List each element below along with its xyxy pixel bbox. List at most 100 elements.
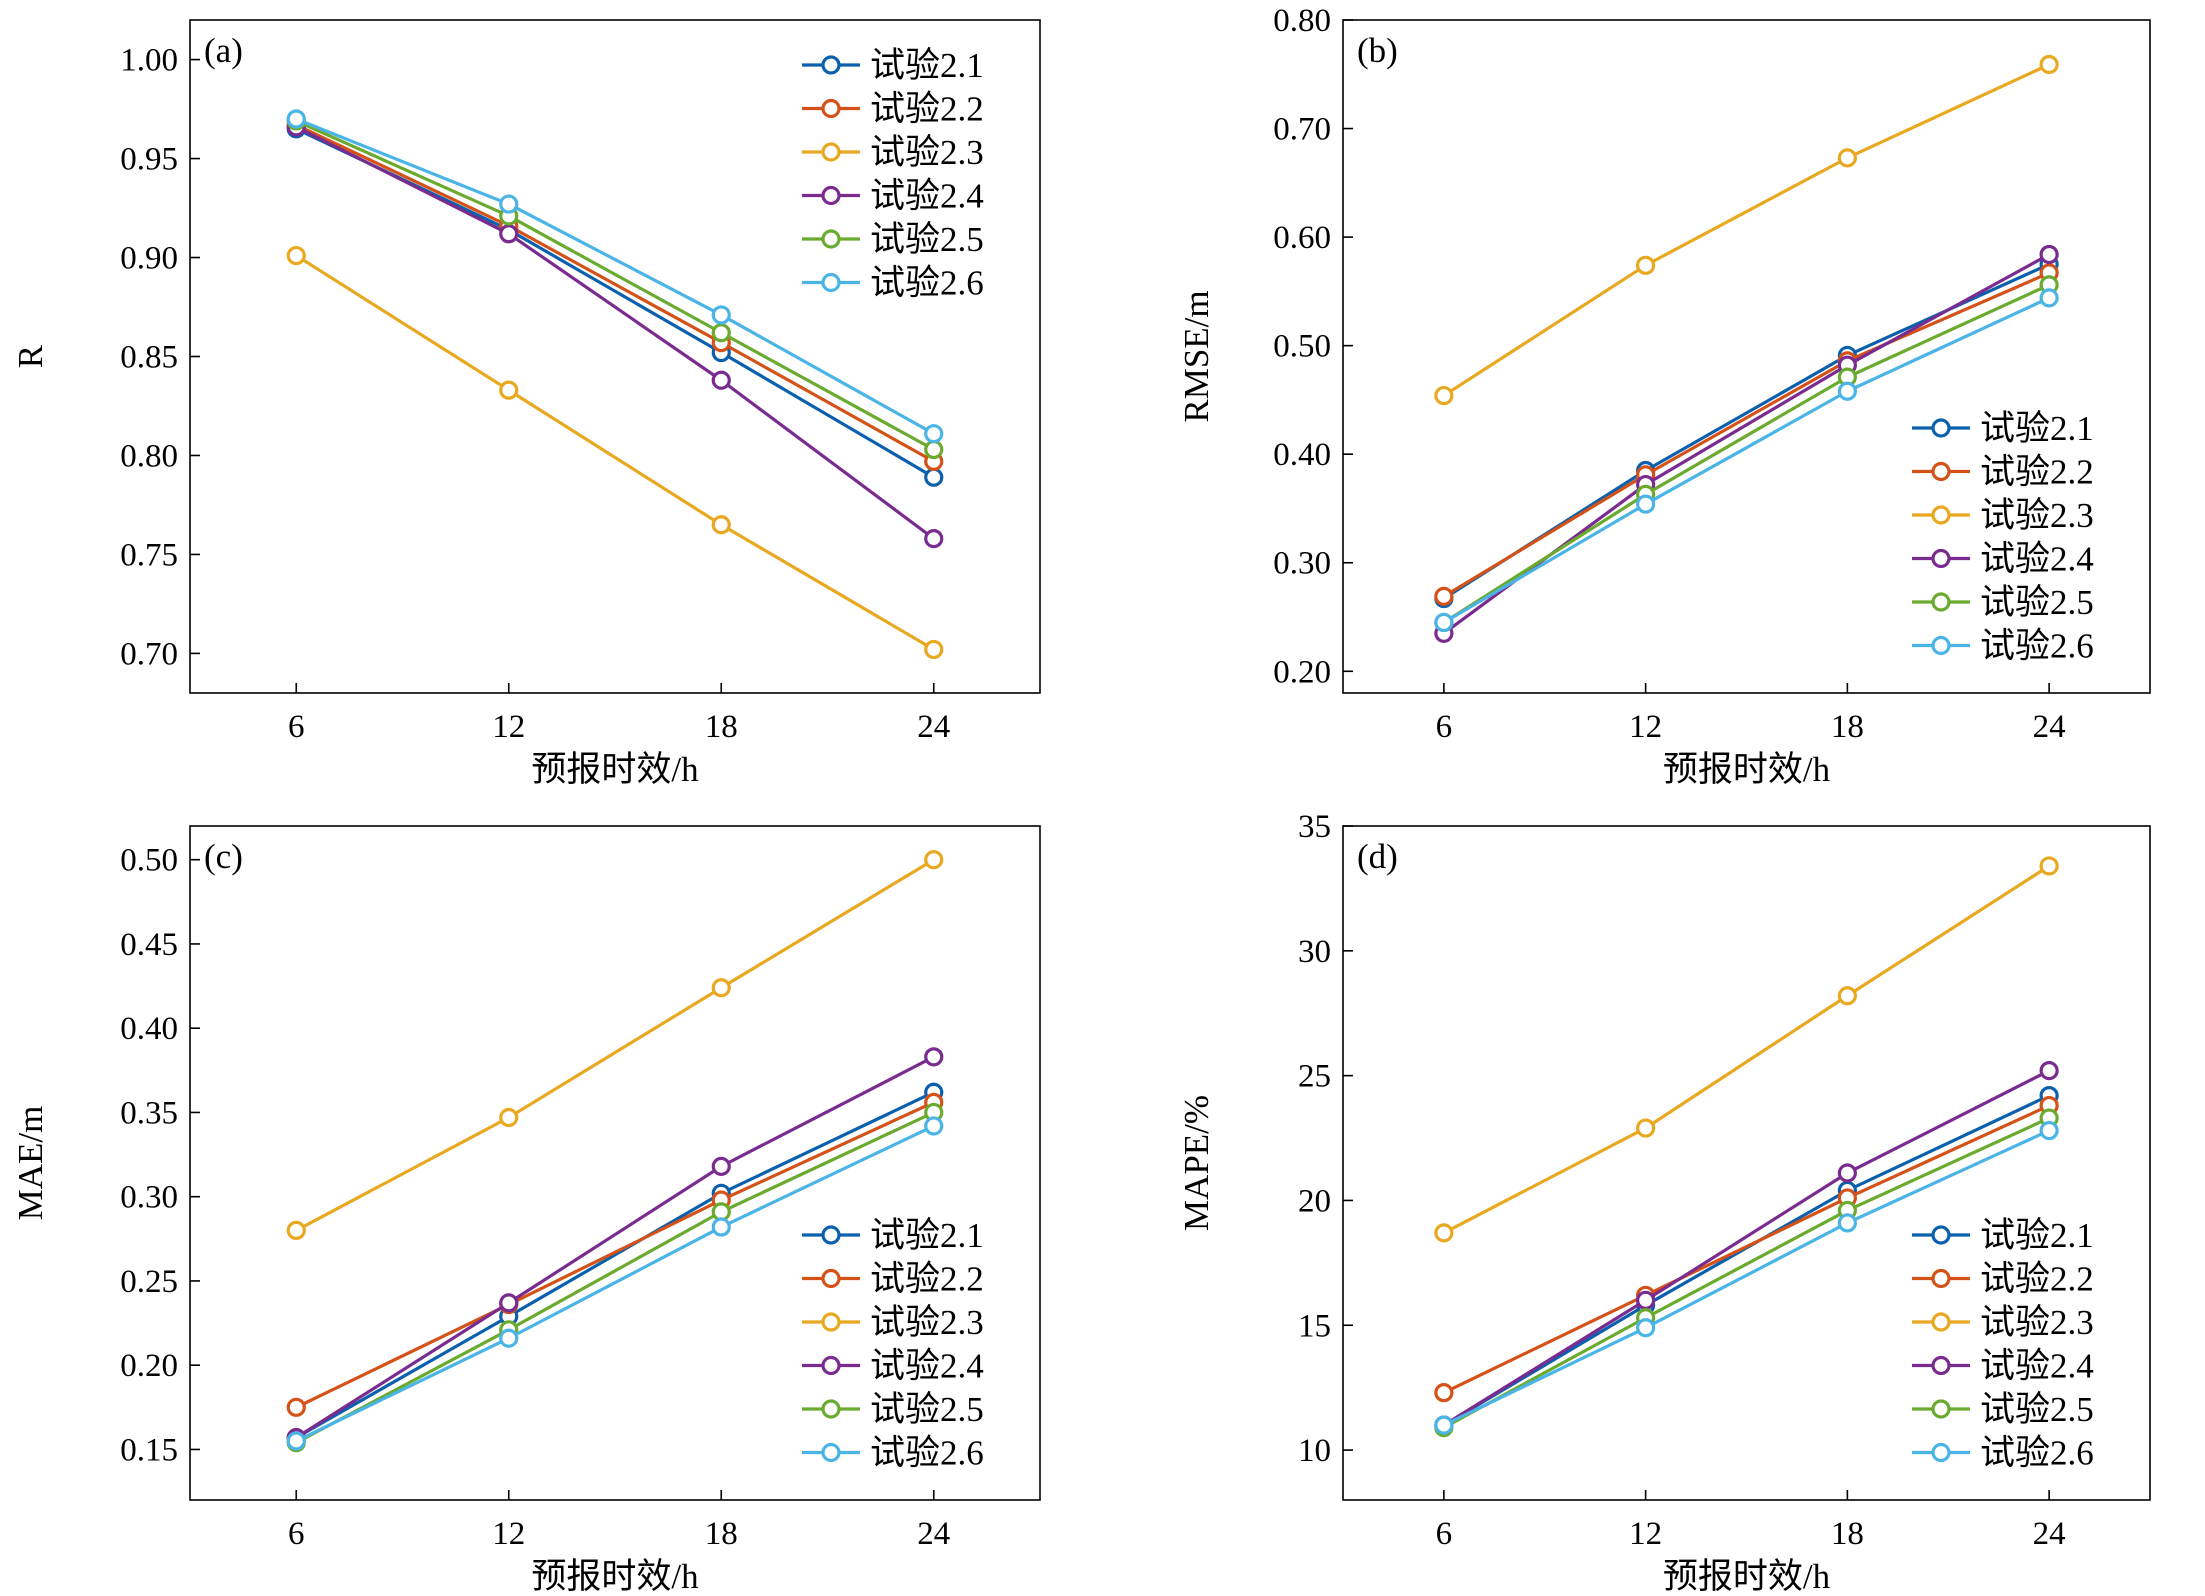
y-tick-label: 0.60 — [1273, 220, 1331, 256]
data-point — [711, 1217, 731, 1237]
y-tick-label: 0.15 — [120, 1432, 178, 1468]
y-tick-label: 0.70 — [1273, 112, 1331, 148]
x-axis-label: 预报时效/h — [531, 750, 699, 789]
y-tick-label: 0.30 — [1273, 546, 1331, 582]
data-point — [924, 529, 944, 549]
y-tick-label: 0.50 — [120, 843, 178, 879]
y-tick-label: 0.20 — [120, 1348, 178, 1384]
data-point — [711, 323, 731, 343]
legend-label: 试验2.3 — [870, 133, 984, 172]
legend-label: 试验2.2 — [870, 1260, 984, 1299]
y-tick-label: 0.35 — [120, 1095, 178, 1131]
x-tick-label: 6 — [288, 709, 305, 745]
data-point — [1434, 1415, 1454, 1435]
x-tick-label: 12 — [492, 709, 525, 745]
series-line — [295, 117, 935, 436]
data-point — [711, 515, 731, 535]
legend-label: 试验2.3 — [1980, 1303, 2094, 1342]
x-tick-label: 12 — [492, 1516, 525, 1552]
y-tick-label: 0.25 — [120, 1264, 178, 1300]
legend: 试验2.1 试验2.2 试验2.3 试验2.4 试验2.5 试验2.6 — [802, 46, 984, 303]
x-tick-label: 6 — [288, 1516, 305, 1552]
data-point — [2039, 856, 2059, 876]
x-axis-label: 预报时效/h — [1663, 750, 1831, 789]
x-tick-label: 12 — [1629, 709, 1662, 745]
series-line — [295, 1100, 935, 1409]
x-tick-label: 24 — [2033, 1516, 2066, 1552]
series-line — [1443, 1116, 2050, 1430]
legend-label: 试验2.2 — [1980, 1260, 2094, 1299]
series-6 — [1434, 1120, 2059, 1435]
legend-label: 试验2.6 — [870, 1434, 984, 1473]
legend-marker — [1931, 548, 1951, 569]
y-tick-label: 0.50 — [1273, 329, 1331, 365]
data-point — [499, 224, 519, 244]
panel-label: (b) — [1357, 31, 1398, 70]
legend-marker — [821, 1399, 841, 1419]
y-tick-label: 35 — [1298, 809, 1331, 845]
data-point — [499, 194, 519, 214]
data-point — [1837, 1213, 1857, 1233]
data-point — [1636, 494, 1656, 514]
series-3 — [1434, 856, 2059, 1243]
data-point — [1837, 986, 1857, 1006]
legend-label: 试验2.5 — [870, 220, 984, 259]
chart-panel-b: 6 12 18 24 0.20 0.30 0.40 0.50 0.60 0.70 0.80 预报时效/… — [1177, 3, 2151, 789]
legend-marker — [821, 142, 841, 162]
series-6 — [1434, 288, 2059, 633]
series-6 — [286, 109, 944, 444]
y-tick-label: 0.30 — [120, 1180, 178, 1216]
data-point — [2039, 1061, 2059, 1081]
legend-label: 试验2.1 — [870, 46, 984, 85]
x-tick-label: 18 — [705, 709, 738, 745]
legend-marker — [821, 229, 841, 249]
data-point — [711, 1156, 731, 1176]
data-point — [924, 850, 944, 870]
data-point — [2039, 244, 2059, 265]
y-tick-label: 1.00 — [120, 43, 178, 79]
data-point — [499, 1107, 519, 1128]
x-tick-label: 18 — [1831, 709, 1864, 745]
legend-label: 试验2.1 — [870, 1216, 984, 1255]
legend-label: 试验2.2 — [1980, 453, 2094, 492]
legend-marker — [1931, 1399, 1951, 1419]
y-tick-label: 25 — [1298, 1059, 1331, 1095]
data-point — [1434, 1223, 1454, 1243]
series-line — [295, 1124, 935, 1443]
series-line — [1443, 63, 2050, 397]
chart-panel-c: 6 12 18 24 0.15 0.20 0.25 0.30 0.35 0.40 0.45 0.50 预… — [11, 825, 1041, 1596]
y-tick-label: 0.85 — [120, 340, 178, 376]
data-point — [1434, 385, 1454, 406]
legend-marker — [821, 55, 841, 75]
plot-frame — [1342, 19, 2151, 694]
data-point — [924, 424, 944, 444]
data-point — [2039, 1120, 2059, 1141]
y-tick-label: 0.45 — [120, 927, 178, 963]
y-axis-label: MAPE/% — [1177, 1095, 1216, 1231]
y-tick-label: 0.80 — [1273, 3, 1331, 39]
data-point — [1837, 148, 1857, 168]
legend-marker — [1931, 1442, 1951, 1463]
legend-label: 试验2.4 — [1980, 1347, 2094, 1386]
data-point — [1434, 1383, 1454, 1403]
x-tick-label: 18 — [705, 1516, 738, 1552]
data-point — [1636, 1318, 1656, 1338]
legend-label: 试验2.5 — [1980, 1390, 2094, 1429]
series-3 — [286, 850, 944, 1241]
legend: 试验2.1 试验2.2 试验2.3 试验2.4 试验2.5 试验2.6 — [1912, 409, 2094, 666]
x-tick-label: 12 — [1629, 1516, 1662, 1552]
y-tick-label: 10 — [1298, 1433, 1331, 1469]
legend-marker — [1931, 461, 1951, 482]
data-point — [924, 1047, 944, 1067]
legend: 试验2.1 试验2.2 试验2.3 试验2.4 试验2.5 试验2.6 — [802, 1216, 984, 1473]
y-tick-label: 0.75 — [120, 537, 178, 573]
x-tick-label: 18 — [1831, 1516, 1864, 1552]
series-line — [295, 254, 935, 651]
legend-label: 试验2.5 — [870, 1390, 984, 1429]
y-tick-label: 0.40 — [120, 1011, 178, 1047]
series-line — [295, 123, 935, 463]
legend-label: 试验2.6 — [870, 264, 984, 303]
legend-marker — [1931, 1312, 1951, 1332]
series-line — [1443, 296, 2050, 624]
